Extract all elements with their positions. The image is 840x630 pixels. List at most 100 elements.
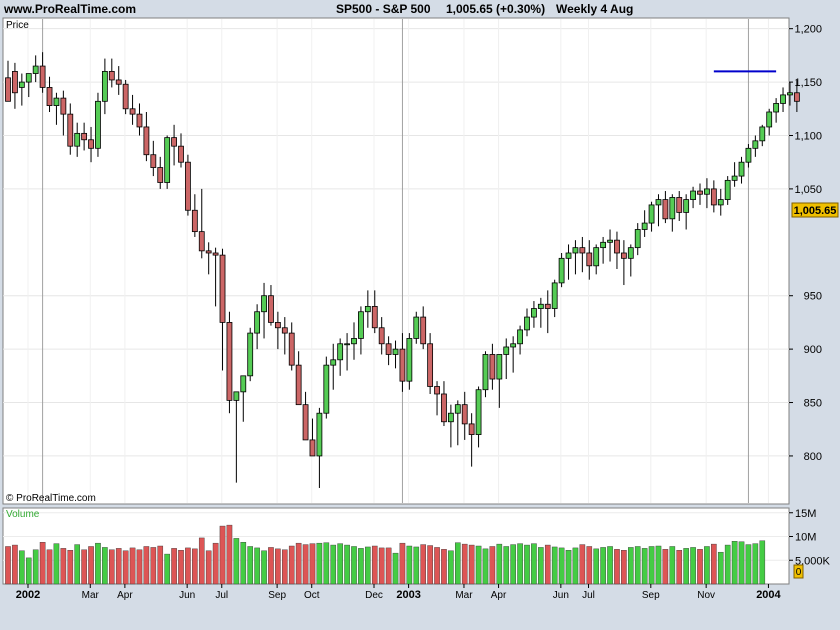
candle: [489, 343, 496, 390]
candle-body: [101, 71, 108, 102]
candle: [634, 223, 641, 256]
candle: [717, 188, 724, 216]
candle: [766, 108, 773, 136]
candle-body: [607, 239, 613, 243]
candle-body: [766, 111, 773, 128]
candle: [620, 240, 627, 286]
volume-last-tag: 0: [793, 564, 804, 579]
candle-body: [364, 305, 371, 313]
candle-body: [752, 140, 759, 149]
candle: [46, 76, 53, 112]
volume-bar: [759, 540, 766, 585]
candle-body: [323, 364, 330, 414]
price-tick-label: 850: [804, 398, 822, 410]
volume-bar: [171, 548, 177, 585]
volume-bar: [517, 543, 523, 585]
volume-bar: [461, 543, 468, 585]
volume-bar: [641, 548, 648, 585]
volume-bar: [247, 546, 254, 585]
candle: [475, 386, 482, 448]
candle: [454, 400, 461, 446]
time-tick-label: Apr: [117, 590, 133, 601]
time-tick-label: 2002: [16, 589, 40, 601]
candle: [122, 79, 129, 115]
volume-bar: [420, 544, 427, 585]
candle: [67, 103, 74, 155]
price-plot-area[interactable]: [2, 17, 790, 505]
candle: [710, 180, 717, 213]
candle-body: [447, 412, 454, 423]
price-tick-label: 800: [804, 451, 822, 463]
candle-body: [18, 81, 25, 88]
volume-tick-label: 15M: [795, 508, 816, 520]
volume-bar: [358, 548, 364, 585]
candle: [261, 282, 267, 339]
instrument-name: SP500 - S&P 500: [336, 2, 431, 16]
volume-bar: [593, 548, 599, 585]
candle-body: [731, 175, 738, 181]
volume-bar: [164, 553, 170, 585]
candle-body: [309, 439, 316, 457]
volume-bar: [46, 549, 53, 585]
time-tick-label: Nov: [697, 590, 715, 601]
volume-bar: [586, 546, 593, 585]
candle: [496, 354, 503, 408]
volume-bar: [192, 548, 198, 585]
candle-body: [226, 322, 233, 401]
candle: [441, 381, 447, 427]
candle: [143, 111, 150, 162]
candle: [39, 52, 46, 93]
volume-bar: [448, 550, 454, 585]
last-price-change: 1,005.65 (+0.30%): [446, 2, 546, 16]
candle: [461, 391, 468, 440]
candle-body: [74, 132, 81, 147]
candle-body: [32, 65, 39, 74]
volume-panel-label: Volume: [6, 509, 40, 520]
candle: [226, 311, 233, 414]
volume-bar: [323, 542, 330, 585]
candle: [281, 317, 288, 355]
candle: [60, 90, 67, 136]
candle-body: [745, 147, 752, 163]
volume-bar: [524, 544, 530, 585]
candle-body: [337, 343, 344, 361]
volume-bar: [136, 549, 143, 585]
candle-body: [261, 295, 267, 313]
candle: [330, 343, 337, 390]
candle: [503, 338, 510, 380]
candle-body: [531, 308, 537, 318]
candle: [81, 122, 88, 151]
volume-bar: [226, 524, 233, 585]
candle-body: [780, 94, 786, 104]
volume-bar: [157, 545, 164, 585]
volume-bar: [468, 544, 475, 585]
volume-bar: [752, 543, 759, 585]
site-title[interactable]: www.ProRealTime.com: [4, 2, 137, 16]
candle: [759, 124, 766, 147]
candle: [101, 58, 108, 115]
candle-body: [572, 247, 579, 254]
volume-bar: [178, 550, 184, 585]
volume-bar: [81, 549, 87, 585]
time-tick-label: 2004: [756, 589, 781, 601]
candle: [212, 247, 219, 307]
candle: [351, 322, 357, 360]
volume-bar: [302, 544, 309, 585]
candle-body: [517, 329, 523, 345]
candle-body: [662, 199, 669, 220]
candle: [164, 135, 171, 189]
candle-body: [157, 167, 164, 183]
candle-body: [669, 197, 676, 220]
time-tick-label: Mar: [82, 590, 100, 601]
candle: [136, 103, 143, 136]
candle: [316, 407, 323, 488]
volume-bar: [434, 547, 440, 585]
candle: [787, 82, 793, 106]
candle: [780, 87, 786, 112]
candle-body: [461, 404, 468, 425]
price-axis: 1,200 1,150 1,100 1,050 950 900 850 800: [789, 24, 822, 463]
volume-bar: [219, 525, 226, 585]
candle: [614, 231, 620, 270]
candle-body: [344, 343, 350, 346]
